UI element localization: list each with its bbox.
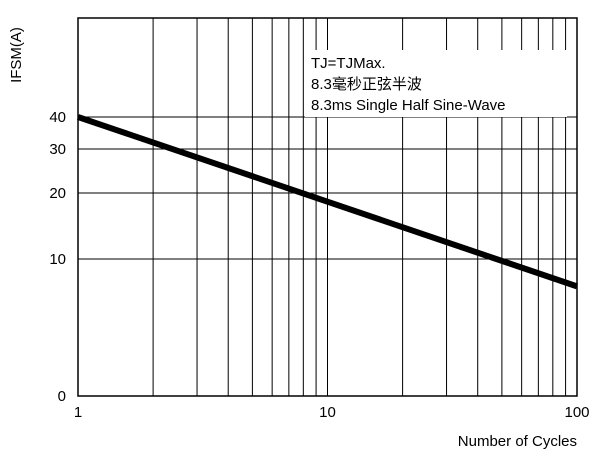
x-tick-label: 1: [74, 404, 82, 421]
y-tick-label: 30: [49, 141, 66, 158]
series-line: [77, 114, 578, 290]
annotation-line-1: TJ=TJMax.: [311, 55, 386, 72]
x-tick-label: 100: [564, 404, 589, 421]
y-axis-label: IFSM(A): [8, 27, 25, 83]
x-tick-label: 10: [319, 404, 336, 421]
plot-frame: [77, 17, 578, 397]
y-tick-label: 20: [49, 185, 66, 202]
annotation-line-3: 8.3ms Single Half Sine-Wave: [311, 97, 506, 114]
series-group: [77, 114, 578, 290]
annotation-background: [305, 50, 567, 117]
annotation-line-2: 8.3毫秒正弦半波: [311, 75, 422, 93]
y-tick-label: 40: [49, 109, 66, 126]
y-tick-labels: 0 10 20 30 40: [49, 109, 66, 405]
y-tick-label: 10: [49, 251, 66, 268]
x-axis-label: Number of Cycles: [458, 433, 577, 450]
y-tick-label: 0: [58, 388, 66, 405]
x-tick-labels: 1 10 100: [74, 404, 590, 421]
